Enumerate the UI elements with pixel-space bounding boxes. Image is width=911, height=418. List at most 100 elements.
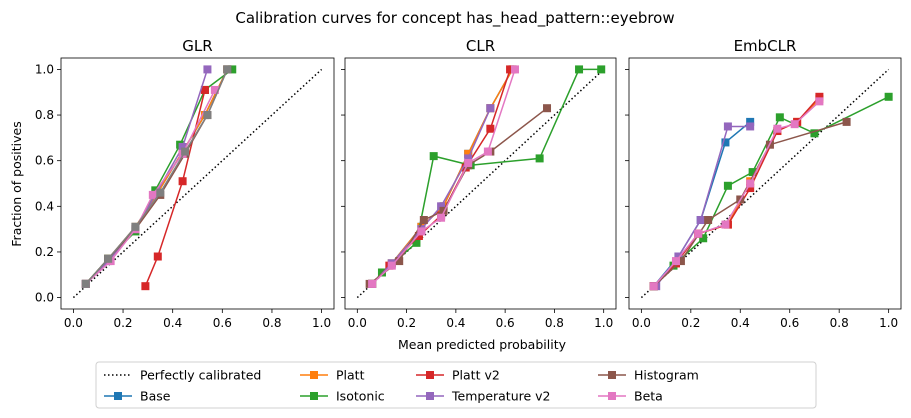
x-tick-label: 0.6: [496, 316, 515, 330]
legend-label: Beta: [634, 389, 663, 404]
data-point-isotonic: [412, 238, 421, 247]
data-point-platt-v2: [815, 92, 824, 101]
x-tick-label: 0.0: [348, 316, 367, 330]
legend-entry-platt-v2: Platt v2: [416, 368, 500, 383]
series-line-unnamed: [85, 69, 228, 285]
series-line-isotonic: [653, 96, 889, 287]
series-platt: [368, 65, 517, 288]
data-point-beta: [210, 85, 219, 94]
data-point-beta: [790, 120, 799, 129]
series-isotonic: [649, 92, 893, 291]
legend-label: Platt: [336, 368, 365, 383]
data-point-platt-v2: [153, 252, 162, 261]
data-point-platt-v2: [506, 65, 515, 74]
legend-label: Temperature v2: [451, 389, 551, 404]
x-tick-label: 1.0: [594, 316, 613, 330]
series-line-base: [653, 121, 751, 287]
panel-title: EmbCLR: [734, 37, 797, 55]
data-point-histogram: [419, 216, 428, 225]
series-base: [368, 65, 517, 288]
x-tick-label: 0.4: [731, 316, 750, 330]
data-point-temperature-v2: [437, 202, 446, 211]
series-line-platt-v2: [144, 89, 206, 287]
x-tick-label: 0.2: [113, 316, 132, 330]
series-temperature-v2: [81, 65, 212, 288]
legend-entry-temperature-v2: Temperature v2: [416, 389, 551, 404]
x-tick-label: 0.2: [681, 316, 700, 330]
x-tick-label: 1.0: [879, 316, 898, 330]
x-tick-label: 0.6: [213, 316, 232, 330]
y-tick-label: 0.0: [35, 291, 54, 305]
legend-entry-histogram: Histogram: [598, 368, 699, 383]
perfect-calibration-line: [72, 68, 323, 299]
x-tick-label: 1.0: [312, 316, 331, 330]
data-point-unnamed: [223, 65, 232, 74]
data-point-beta: [437, 213, 446, 222]
y-tick-label: 0.2: [35, 245, 54, 259]
series-line-isotonic: [371, 68, 602, 285]
data-point-isotonic: [535, 154, 544, 163]
legend-marker: [310, 371, 318, 379]
data-point-histogram: [842, 117, 851, 126]
data-point-base: [746, 117, 755, 126]
legend-marker: [608, 392, 616, 400]
x-tick-label: 0.6: [780, 316, 799, 330]
data-point-isotonic: [884, 92, 893, 101]
panel-title: GLR: [182, 37, 212, 55]
y-tick-label: 0.4: [35, 199, 54, 213]
x-tick-label: 0.8: [830, 316, 849, 330]
series-line-platt-v2: [371, 69, 511, 285]
x-tick-label: 0.4: [446, 316, 465, 330]
series-line-base: [371, 69, 514, 285]
data-point-platt: [464, 149, 473, 158]
legend-marker: [310, 392, 318, 400]
data-point-histogram: [543, 104, 552, 113]
data-point-platt-v2: [746, 184, 755, 193]
series-line-histogram: [85, 69, 228, 285]
legend-entry-beta: Beta: [598, 389, 663, 404]
legend-marker: [426, 392, 434, 400]
data-point-platt-v2: [178, 177, 187, 186]
data-point-platt-v2: [486, 124, 495, 133]
series-line-platt: [85, 69, 228, 285]
figure-title: Calibration curves for concept has_head_…: [235, 9, 674, 28]
data-point-beta: [773, 124, 782, 133]
data-point-histogram: [439, 206, 448, 215]
x-tick-label: 0.2: [397, 316, 416, 330]
legend-label: Histogram: [634, 368, 699, 383]
data-point-temperature-v2: [696, 216, 705, 225]
data-point-isotonic: [723, 181, 732, 190]
plot-area: [72, 65, 323, 299]
data-point-isotonic: [699, 234, 708, 243]
legend-label: Platt v2: [452, 368, 500, 383]
data-point-beta: [368, 279, 377, 288]
data-point-isotonic: [429, 152, 438, 161]
data-point-temperature-v2: [674, 252, 683, 261]
panel-clr: CLR 0.0 0.2 0.4 0.6 0.8 1.0: [341, 37, 617, 330]
y-tick-label: 1.0: [35, 62, 54, 76]
data-point-isotonic: [575, 65, 584, 74]
panel-frame: [628, 57, 902, 310]
plot-area: [640, 68, 893, 299]
data-point-temperature-v2: [178, 142, 187, 151]
x-tick-label: 0.0: [64, 316, 83, 330]
data-point-histogram: [676, 257, 685, 266]
data-point-isotonic: [775, 113, 784, 122]
data-point-beta: [746, 179, 755, 188]
legend-box: [95, 361, 817, 409]
data-point-beta: [417, 227, 426, 236]
y-tick-label: 0.8: [35, 108, 54, 122]
data-point-temperature-v2: [746, 122, 755, 131]
series-line-beta: [85, 89, 216, 285]
legend-marker: [114, 392, 122, 400]
panel-glr: GLR 0.0 0.2 0.4 0.6 0.8 1.0 0.0 0.2 0.4 0.6 0.8 1.0: [35, 37, 335, 330]
panel-frame: [344, 57, 617, 310]
data-point-platt-v2: [414, 231, 423, 240]
panel-frame: [60, 57, 335, 310]
series-line-temperature-v2: [371, 107, 492, 285]
data-point-beta: [815, 97, 824, 106]
data-point-unnamed: [156, 188, 165, 197]
series-beta: [649, 97, 824, 291]
data-point-unnamed: [181, 147, 190, 156]
